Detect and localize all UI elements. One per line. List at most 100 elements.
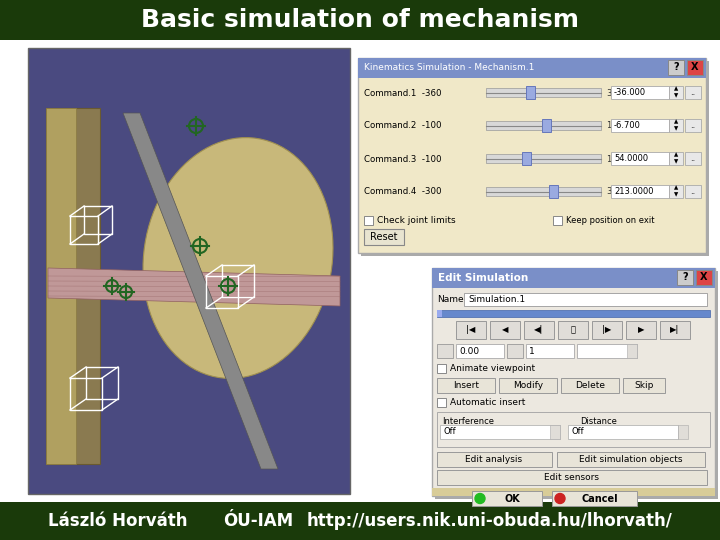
Bar	[486, 88, 601, 97]
Bar	[611, 119, 669, 132]
Bar	[526, 86, 535, 99]
Text: Modify: Modify	[513, 381, 543, 390]
Bar	[524, 321, 554, 339]
Bar	[687, 60, 703, 75]
Text: 54.0000: 54.0000	[614, 154, 648, 163]
Bar	[668, 60, 684, 75]
Bar	[358, 58, 706, 253]
Text: |▶: |▶	[603, 326, 612, 334]
Text: -6.700: -6.700	[614, 121, 641, 130]
Bar	[577, 344, 637, 358]
Bar	[490, 321, 520, 339]
Bar	[526, 344, 574, 358]
Text: ÓU-IAM: ÓU-IAM	[223, 512, 293, 530]
Text: Command.3  -100: Command.3 -100	[364, 154, 441, 164]
Bar	[669, 185, 683, 198]
Text: |◀: |◀	[467, 326, 476, 334]
Text: Simulation.1: Simulation.1	[468, 295, 525, 304]
Bar	[437, 378, 495, 393]
Text: Kinematics Simulation - Mechanism.1: Kinematics Simulation - Mechanism.1	[364, 64, 534, 72]
Text: ?: ?	[682, 273, 688, 282]
Text: ..: ..	[690, 88, 696, 97]
Bar	[361, 61, 709, 256]
Bar	[364, 229, 404, 245]
Bar	[522, 152, 531, 165]
Text: 360: 360	[606, 89, 622, 98]
Text: ▶: ▶	[638, 326, 644, 334]
Bar	[669, 86, 683, 99]
Text: ▼: ▼	[674, 126, 678, 131]
Text: Name: Name	[437, 294, 464, 303]
Text: ⏸: ⏸	[570, 326, 575, 334]
Text: 0.00: 0.00	[459, 347, 479, 355]
Text: http://users.nik.uni-obuda.hu/lhorvath/: http://users.nik.uni-obuda.hu/lhorvath/	[307, 512, 673, 530]
Polygon shape	[123, 113, 278, 469]
Bar	[507, 344, 523, 358]
Text: -36.000: -36.000	[614, 88, 646, 97]
Text: ▼: ▼	[674, 192, 678, 197]
Text: ▲: ▲	[674, 86, 678, 91]
Text: Reset: Reset	[370, 232, 397, 242]
Circle shape	[555, 494, 565, 503]
Bar	[623, 378, 665, 393]
Text: Edit simulation objects: Edit simulation objects	[580, 455, 683, 464]
Text: Edit analysis: Edit analysis	[465, 455, 523, 464]
Bar	[552, 491, 637, 506]
Bar	[626, 321, 656, 339]
Text: ◀|: ◀|	[534, 326, 544, 334]
Bar	[0, 502, 720, 540]
Bar	[669, 119, 683, 132]
Bar	[685, 185, 701, 198]
Text: Interference: Interference	[442, 417, 494, 426]
Text: ▲: ▲	[674, 119, 678, 125]
Bar	[435, 271, 718, 499]
Polygon shape	[46, 108, 76, 464]
Bar	[685, 86, 701, 99]
Polygon shape	[48, 268, 340, 306]
Text: ▲: ▲	[674, 186, 678, 191]
Bar	[499, 378, 557, 393]
Bar	[550, 425, 560, 439]
Text: ..: ..	[690, 121, 696, 130]
Bar	[549, 185, 558, 198]
Text: ▼: ▼	[674, 93, 678, 98]
Text: ▼: ▼	[674, 159, 678, 164]
Bar	[432, 268, 715, 288]
Bar	[678, 425, 688, 439]
Text: Keep position on exit: Keep position on exit	[566, 216, 654, 225]
Bar	[358, 58, 706, 78]
Bar	[541, 119, 551, 132]
Bar	[440, 425, 560, 439]
Bar	[611, 152, 669, 165]
Bar	[464, 293, 707, 306]
Text: 1: 1	[529, 347, 535, 355]
Text: László Horváth: László Horváth	[48, 512, 188, 530]
Text: Animate viewpoint: Animate viewpoint	[450, 364, 535, 373]
Bar	[437, 452, 552, 467]
Bar	[553, 216, 562, 225]
Bar	[437, 364, 446, 373]
Bar	[660, 321, 690, 339]
Text: ▶|: ▶|	[670, 326, 680, 334]
Text: Insert: Insert	[453, 381, 479, 390]
Bar	[456, 344, 504, 358]
Bar	[677, 270, 693, 285]
Bar	[685, 152, 701, 165]
Text: Delete: Delete	[575, 381, 605, 390]
Bar	[432, 268, 715, 496]
Bar	[437, 412, 710, 447]
Text: Automatic insert: Automatic insert	[450, 398, 526, 407]
Text: ▲: ▲	[674, 152, 678, 158]
Text: 300: 300	[606, 187, 622, 197]
Bar	[437, 310, 442, 317]
Text: Distance: Distance	[580, 417, 617, 426]
Text: OK: OK	[504, 494, 520, 503]
Bar	[568, 425, 678, 439]
Bar	[611, 86, 669, 99]
Bar	[432, 488, 715, 496]
Text: ..: ..	[690, 154, 696, 163]
Text: Edit Simulation: Edit Simulation	[438, 273, 528, 283]
Bar	[685, 119, 701, 132]
Text: ◀: ◀	[502, 326, 508, 334]
Text: Command.4  -300: Command.4 -300	[364, 187, 441, 197]
